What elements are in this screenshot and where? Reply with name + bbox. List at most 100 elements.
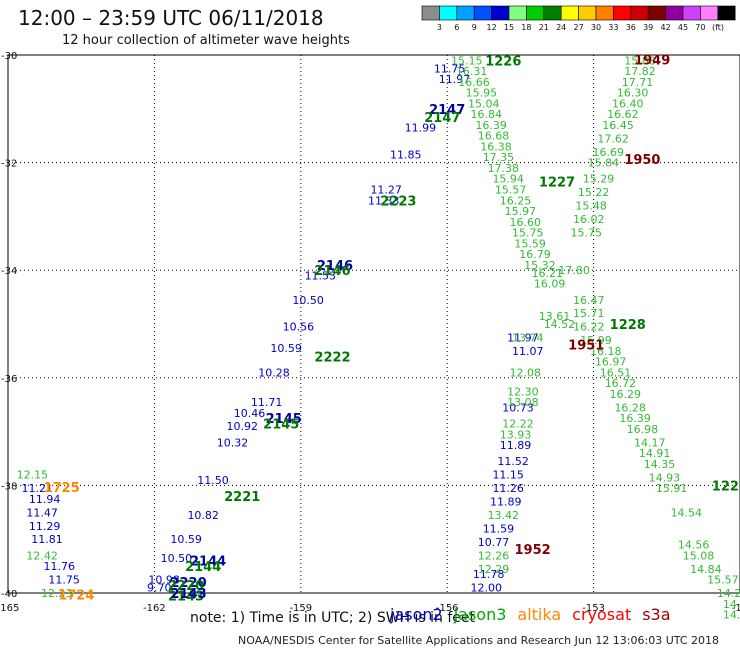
y-tick-label: -32 [1, 159, 17, 170]
colorbar-label: 3 [437, 23, 442, 32]
y-tick-label: -36 [1, 374, 17, 385]
colorbar-swatch [560, 5, 579, 21]
jason2-point: 10.59 [170, 533, 202, 546]
jason3-point: 15.04 [468, 97, 500, 110]
jason3-point: 15.29 [583, 173, 615, 186]
jason3-point: 16.72 [605, 377, 637, 390]
jason3-point: 16.79 [519, 248, 551, 261]
jason3-point: 14.54 [671, 506, 703, 519]
jason3-point: 14.1 [723, 609, 740, 622]
colorbar-swatch [508, 5, 527, 21]
jason2-point: 9.70 [147, 582, 172, 595]
colorbar-swatch [647, 5, 666, 21]
colorbar-label: 6 [454, 23, 459, 32]
credit-line: NOAA/NESDIS Center for Satellite Applica… [238, 634, 720, 647]
pass-time-label: 1228 [610, 318, 646, 333]
colorbar-label: 21 [539, 23, 549, 32]
x-tick-label: -15 [732, 603, 740, 614]
jason3-point: 16.84 [470, 108, 502, 121]
jason3-point: 17.82 [624, 65, 656, 78]
colorbar-label: 9 [472, 23, 477, 32]
pass-time-label: 2222 [314, 350, 350, 365]
jason3-point: 17.62 [597, 132, 629, 145]
jason2-point: 11.71 [251, 396, 283, 409]
satellite-legend: jason2 jason3 altika cryosat s3a [390, 605, 682, 624]
altika-point: 1724 [58, 589, 94, 604]
jason3-point: 15.84 [588, 157, 620, 170]
x-tick-label: -165 [0, 603, 19, 614]
jason3-point: 16.31 [456, 65, 488, 78]
colorbar-label: 18 [521, 23, 531, 32]
jason3-point: 16.28 [614, 401, 646, 414]
jason3-point: 17.71 [622, 76, 654, 89]
jason3-point: 16.62 [607, 108, 639, 121]
jason3-point: 15.22 [578, 186, 610, 199]
jason2-point: 11.07 [512, 345, 544, 358]
pass-time-label: 2220 [168, 579, 204, 594]
jason3-point: 15.75 [512, 227, 544, 240]
jason3-point: 13.74 [512, 331, 544, 344]
jason2-point: 11.89 [490, 496, 522, 509]
jason2-point: 11.59 [483, 522, 515, 535]
cryosat-point: 1951 [568, 339, 604, 354]
plot-frame [7, 54, 740, 594]
jason3-point: 15.32 [524, 259, 556, 272]
jason2-point: 12.00 [470, 582, 502, 595]
pass-time-label: 1227 [539, 175, 575, 190]
pass-time-label: 2143 [170, 587, 206, 602]
jason3-point: 14.91 [639, 447, 671, 460]
cryosat-point: 1949 [634, 53, 670, 68]
jason3-point: 15.91 [656, 482, 688, 495]
colorbar-swatch [456, 5, 475, 21]
jason2-point: 10.46 [234, 407, 266, 420]
jason2-point: 11.53 [305, 270, 337, 283]
jason3-point: 15.97 [505, 205, 537, 218]
jason3-point: 13.08 [507, 396, 539, 409]
pass-time-label: 2220 [170, 576, 206, 591]
jason2-point: 10.56 [283, 321, 315, 334]
jason3-point: 15.57 [495, 184, 527, 197]
colorbar-label: 45 [678, 23, 688, 32]
colorbar-swatch [543, 5, 562, 21]
jason3-point: 14.1 [723, 598, 740, 611]
jason3-point: 16.02 [573, 213, 605, 226]
y-tick-label: -34 [1, 266, 17, 277]
jason2-point: 11.26 [492, 482, 524, 495]
jason2-point: 11.50 [197, 474, 229, 487]
colorbar-label: 30 [591, 23, 601, 32]
jason3-point: 13.93 [500, 428, 532, 441]
colorbar-swatch [473, 5, 492, 21]
pass-time-label: 1226 [485, 54, 521, 69]
jason2-point: 10.59 [270, 342, 302, 355]
jason3-point: 12.23 [41, 587, 73, 600]
jason2-point: 11.75 [434, 62, 466, 75]
jason2-point: 10.50 [161, 552, 193, 565]
colorbar-swatch [526, 5, 545, 21]
colorbar-swatch [491, 5, 510, 21]
jason3-point: 15.95 [466, 87, 498, 100]
colorbar-swatch [630, 5, 649, 21]
jason3-point: 16.09 [534, 278, 566, 291]
jason3-point: 16.29 [610, 388, 642, 401]
jason2-point: 11.89 [500, 439, 532, 452]
jason3-point: 14.56 [678, 539, 710, 552]
colorbar-swatch [700, 5, 719, 21]
jason2-point: 10.50 [292, 294, 324, 307]
jason3-point: 17.38 [488, 162, 520, 175]
jason2-point: 10.92 [226, 420, 258, 433]
jason3-point: 12.22 [502, 418, 534, 431]
jason2-point: 11.76 [43, 560, 75, 573]
y-tick-label: -30 [1, 51, 17, 62]
jason3-point: 14.84 [690, 563, 722, 576]
pass-time-label: 122 [712, 479, 739, 494]
jason3-point: 16.51 [600, 366, 632, 379]
colorbar-label: 39 [643, 23, 653, 32]
colorbar-unit: (ft) [712, 23, 724, 32]
jason3-point: 15.94 [492, 173, 524, 186]
chart-subtitle: 12 hour collection of altimeter wave hei… [62, 33, 350, 48]
colorbar-label: 33 [608, 23, 618, 32]
jason2-point: 11.99 [405, 122, 437, 135]
y-tick-label: -38 [1, 481, 17, 492]
